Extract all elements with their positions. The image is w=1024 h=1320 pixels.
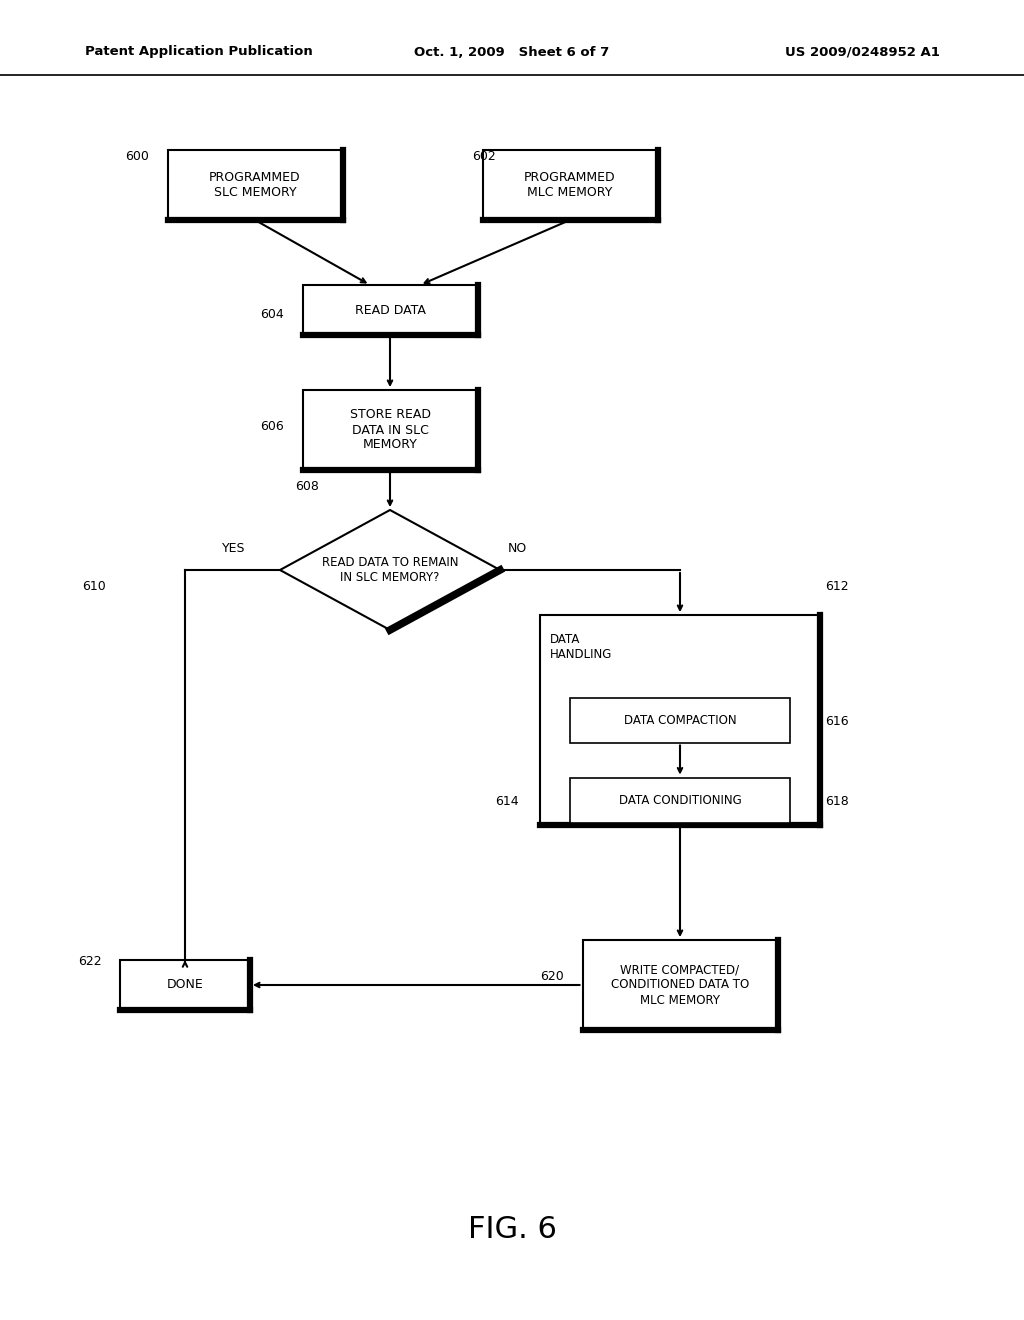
Text: STORE READ
DATA IN SLC
MEMORY: STORE READ DATA IN SLC MEMORY: [349, 408, 430, 451]
Bar: [168, 150, 342, 220]
Text: 610: 610: [82, 579, 105, 593]
Text: NO: NO: [508, 543, 527, 554]
Text: 606: 606: [260, 420, 285, 433]
Text: PROGRAMMED
SLC MEMORY: PROGRAMMED SLC MEMORY: [209, 172, 301, 199]
Bar: [583, 940, 777, 1030]
Text: DONE: DONE: [167, 978, 204, 991]
Polygon shape: [280, 510, 500, 630]
Text: YES: YES: [221, 543, 245, 554]
Text: 618: 618: [825, 795, 849, 808]
Text: WRITE COMPACTED/
CONDITIONED DATA TO
MLC MEMORY: WRITE COMPACTED/ CONDITIONED DATA TO MLC…: [611, 964, 750, 1006]
Text: DATA
HANDLING: DATA HANDLING: [550, 634, 612, 661]
Text: DATA CONDITIONING: DATA CONDITIONING: [618, 793, 741, 807]
Text: READ DATA: READ DATA: [354, 304, 425, 317]
Bar: [482, 150, 657, 220]
Text: PROGRAMMED
MLC MEMORY: PROGRAMMED MLC MEMORY: [524, 172, 615, 199]
Text: 602: 602: [472, 150, 497, 162]
Text: 622: 622: [78, 954, 101, 968]
Text: Oct. 1, 2009   Sheet 6 of 7: Oct. 1, 2009 Sheet 6 of 7: [415, 45, 609, 58]
Bar: [302, 389, 477, 470]
Text: Patent Application Publication: Patent Application Publication: [85, 45, 312, 58]
Bar: [302, 285, 477, 335]
Text: 604: 604: [260, 308, 285, 321]
Text: 608: 608: [295, 480, 318, 492]
Text: READ DATA TO REMAIN
IN SLC MEMORY?: READ DATA TO REMAIN IN SLC MEMORY?: [322, 556, 459, 583]
Text: 616: 616: [825, 715, 849, 729]
Text: US 2009/0248952 A1: US 2009/0248952 A1: [785, 45, 940, 58]
Bar: [570, 697, 790, 742]
Text: 612: 612: [825, 579, 849, 593]
Bar: [120, 960, 250, 1010]
Bar: [570, 777, 790, 822]
Text: 600: 600: [126, 150, 150, 162]
Text: DATA COMPACTION: DATA COMPACTION: [624, 714, 736, 726]
Text: FIG. 6: FIG. 6: [468, 1216, 556, 1245]
Text: 620: 620: [541, 970, 564, 983]
Text: 614: 614: [495, 795, 518, 808]
Bar: [540, 615, 820, 825]
